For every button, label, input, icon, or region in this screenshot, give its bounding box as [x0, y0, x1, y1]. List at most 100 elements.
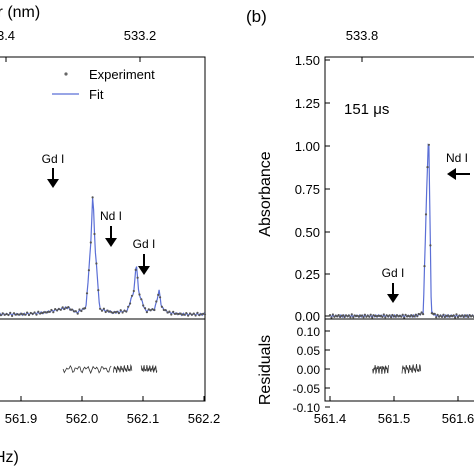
experiment-point — [115, 310, 119, 313]
experiment-point — [1, 312, 4, 315]
experiment-point — [20, 312, 23, 315]
experiment-point — [125, 310, 128, 313]
experiment-point — [382, 313, 385, 316]
experiment-point — [93, 232, 96, 236]
experiment-point — [162, 308, 165, 311]
left-residual-trace — [62, 363, 158, 375]
experiment-point — [462, 315, 465, 318]
experiment-point — [369, 313, 372, 316]
experiment-point — [404, 313, 407, 316]
experiment-point — [198, 314, 201, 317]
experiment-point — [414, 313, 417, 316]
right-residual-trace — [372, 364, 422, 375]
x-tick-label: 562.0 — [66, 411, 99, 426]
experiment-point — [347, 314, 350, 317]
experiment-point — [63, 307, 66, 311]
experiment-point — [121, 311, 124, 314]
experiment-point — [160, 305, 163, 308]
experiment-point — [95, 262, 98, 265]
experiment-point — [360, 314, 364, 317]
residual-y-tick-label: -0.10 — [293, 401, 321, 415]
experiment-point — [56, 309, 59, 312]
experiment-point — [46, 311, 49, 314]
experiment-point — [471, 314, 474, 317]
experiment-point — [190, 313, 193, 316]
experiment-point — [343, 315, 346, 319]
experiment-point — [443, 315, 446, 319]
experiment-point — [7, 313, 10, 317]
experiment-point — [424, 213, 428, 216]
experiment-point — [110, 311, 113, 314]
experiment-point — [181, 313, 184, 316]
experiment-point — [100, 309, 104, 312]
experiment-point — [59, 308, 62, 311]
experiment-point — [61, 306, 64, 309]
arrow-down-icon — [47, 168, 59, 188]
experiment-point — [183, 313, 186, 316]
experiment-point — [362, 316, 365, 319]
experiment-point — [151, 308, 154, 311]
experiment-point — [400, 315, 403, 318]
experiment-point — [48, 310, 51, 313]
experiment-point — [465, 314, 468, 317]
right-y-axis-label: Absorbance — [257, 151, 274, 236]
y-tick-label: 1.50 — [295, 53, 320, 68]
experiment-point — [42, 311, 46, 314]
experiment-point — [132, 289, 135, 293]
experiment-point — [175, 312, 178, 315]
residual-y-tick-label: -0.05 — [293, 382, 321, 396]
right-spectrum — [328, 143, 474, 319]
residual-y-tick-label: 0.00 — [297, 363, 321, 377]
experiment-point — [72, 310, 75, 313]
x-tick-label: 561.9 — [5, 411, 38, 426]
experiment-point — [401, 313, 404, 316]
experiment-point — [85, 292, 89, 295]
experiment-point — [12, 312, 16, 315]
experiment-point — [147, 308, 150, 311]
experiment-point — [99, 307, 102, 310]
experiment-point — [123, 309, 126, 312]
experiment-point — [200, 313, 203, 316]
experiment-point — [467, 315, 470, 319]
experiment-point — [187, 314, 190, 317]
experiment-point — [413, 315, 416, 318]
experiment-point — [342, 314, 345, 317]
experiment-point — [328, 314, 332, 317]
experiment-point — [439, 314, 442, 317]
experiment-point — [11, 314, 14, 317]
y-tick-label: 0.75 — [295, 182, 320, 197]
experiment-point — [89, 241, 92, 244]
experiment-point — [138, 293, 141, 296]
legend-experiment-label: Experiment — [89, 67, 155, 82]
experiment-point — [166, 311, 169, 314]
experiment-point — [24, 313, 27, 316]
experiment-point — [419, 313, 422, 316]
experiment-point — [188, 312, 192, 315]
experiment-point — [140, 298, 143, 301]
residual-segment — [401, 364, 422, 374]
experiment-point — [18, 313, 21, 316]
legend-fit-label: Fit — [89, 87, 104, 102]
experiment-point — [433, 312, 436, 315]
experiment-point — [172, 310, 175, 313]
experiment-point — [454, 316, 457, 319]
experiment-point — [127, 305, 130, 308]
experiment-point — [54, 308, 57, 311]
experiment-point — [9, 311, 12, 314]
y-tick-label: 0.50 — [295, 225, 320, 240]
experiment-point — [426, 166, 429, 169]
left-top-tick-label: 3.4 — [0, 28, 15, 43]
experiment-point — [80, 309, 83, 313]
experiment-point — [112, 311, 115, 314]
experiment-point — [16, 313, 19, 316]
residual-y-axis-label: Residuals — [257, 335, 274, 405]
experiment-point — [27, 313, 31, 317]
experiment-point — [427, 143, 430, 146]
experiment-point — [416, 315, 419, 318]
experiment-point — [330, 316, 333, 319]
experiment-point — [114, 311, 117, 314]
experiment-point — [74, 310, 77, 313]
experiment-point — [129, 302, 132, 305]
left-top-tick-label: 533.2 — [124, 28, 157, 43]
experiment-point — [164, 309, 167, 312]
